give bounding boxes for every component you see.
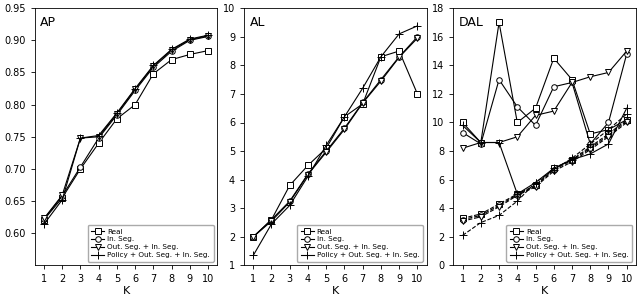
Text: DAL: DAL bbox=[459, 16, 484, 29]
X-axis label: K: K bbox=[332, 286, 339, 296]
Text: AP: AP bbox=[40, 16, 56, 29]
X-axis label: K: K bbox=[122, 286, 130, 296]
Text: AL: AL bbox=[250, 16, 265, 29]
Legend: Real, In. Seg., Out. Seg. + In. Seg., Policy + Out. Seg. + In. Seg.: Real, In. Seg., Out. Seg. + In. Seg., Po… bbox=[88, 225, 214, 262]
X-axis label: K: K bbox=[541, 286, 548, 296]
Legend: Real, In. Seg., Out. Seg. + In. Seg., Policy + Out. Seg. + In. Seg.: Real, In. Seg., Out. Seg. + In. Seg., Po… bbox=[297, 225, 423, 262]
Legend: Real, In. Seg., Out. Seg. + In. Seg., Policy + Out. Seg. + In. Seg.: Real, In. Seg., Out. Seg. + In. Seg., Po… bbox=[506, 225, 632, 262]
